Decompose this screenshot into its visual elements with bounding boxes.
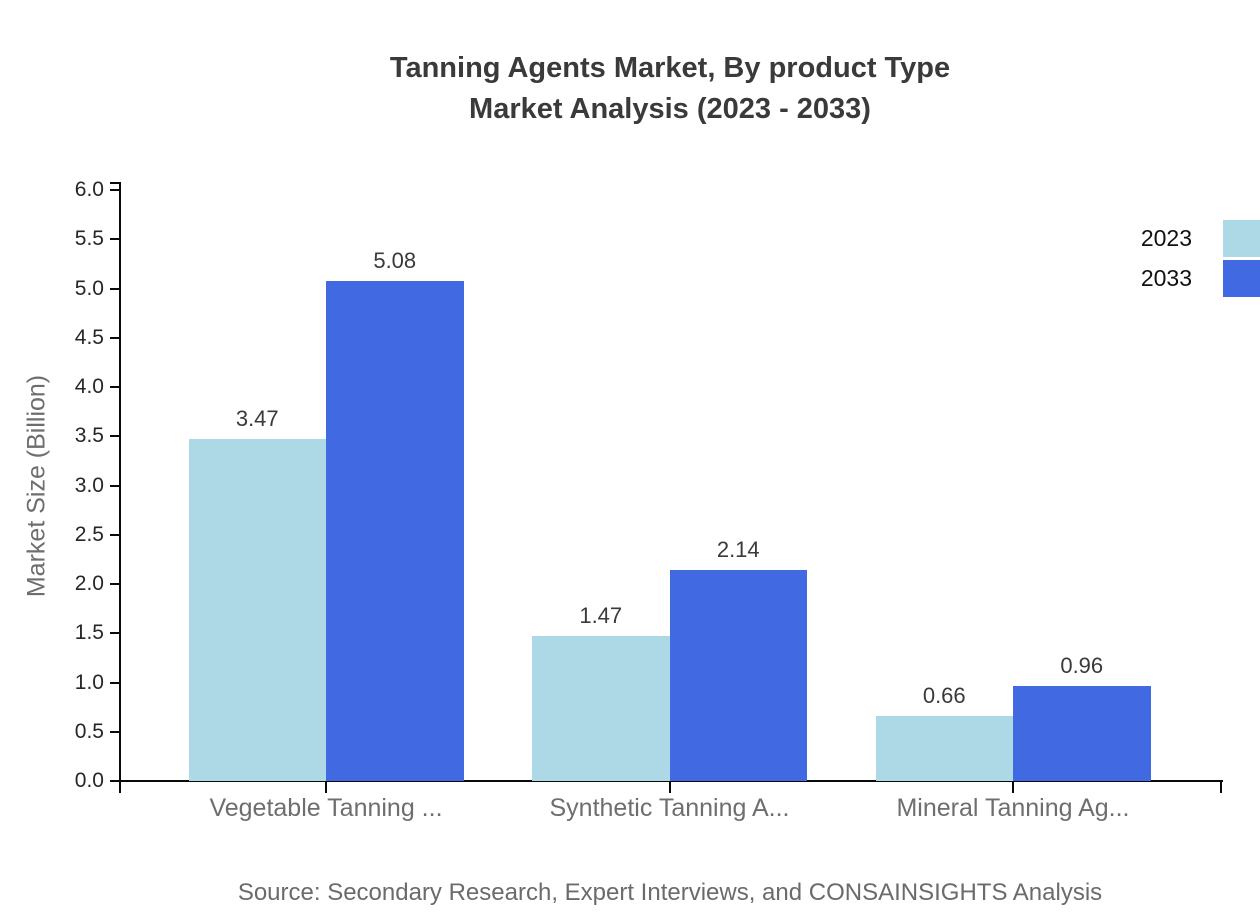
x-tick [1012, 780, 1014, 793]
bar-2023 [875, 716, 1013, 781]
y-tick [110, 435, 121, 437]
y-tick [110, 632, 121, 634]
y-tick-label: 0.5 [74, 720, 104, 743]
x-axis-end-tick [1220, 780, 1222, 793]
y-tick [110, 534, 121, 536]
y-tick [110, 288, 121, 290]
bar-2033 [669, 570, 807, 781]
y-tick [110, 583, 121, 585]
y-tick-label: 2.5 [74, 523, 104, 546]
category-label: Mineral Tanning Ag... [896, 794, 1130, 822]
y-tick [110, 731, 121, 733]
bar-2033 [326, 281, 464, 781]
value-label: 5.08 [373, 248, 417, 273]
y-axis-line [119, 182, 121, 793]
y-tick-label: 4.0 [74, 375, 104, 398]
bar-2023 [532, 636, 670, 781]
y-tick-label: 1.5 [74, 621, 104, 644]
y-tick [110, 337, 121, 339]
legend-swatch-2023 [1223, 220, 1260, 257]
source-note: Source: Secondary Research, Expert Inter… [237, 879, 1103, 906]
legend-label-2023: 2023 [1140, 225, 1192, 251]
y-tick-label: 6.0 [74, 178, 104, 201]
x-tick [668, 780, 671, 793]
legend-item-2023: 2023 [1141, 220, 1260, 257]
x-tick [325, 780, 327, 793]
y-tick-label: 3.0 [74, 474, 104, 497]
value-label: 3.47 [235, 406, 279, 431]
chart-title-line2: Market Analysis (2023 - 2033) [469, 93, 871, 125]
y-tick-label: 4.5 [74, 326, 104, 349]
category-label: Vegetable Tanning ... [209, 794, 443, 822]
category-label: Synthetic Tanning A... [549, 794, 790, 822]
y-tick-label: 0.0 [74, 769, 104, 792]
legend-item-2033: 2033 [1141, 260, 1260, 297]
y-tick-label: 5.0 [74, 277, 104, 300]
value-label: 0.66 [922, 683, 966, 708]
y-tick [110, 189, 121, 191]
y-tick-label: 2.0 [74, 572, 104, 595]
y-tick-label: 1.0 [74, 671, 104, 694]
value-label: 0.96 [1060, 653, 1104, 678]
legend-label-2033: 2033 [1140, 265, 1192, 291]
value-label: 1.47 [579, 603, 623, 628]
chart-title-line1: Tanning Agents Market, By product Type [389, 52, 951, 84]
value-label: 2.14 [716, 537, 760, 562]
y-tick-label: 3.5 [74, 424, 104, 447]
y-tick [110, 682, 121, 684]
legend-swatch-2033 [1223, 260, 1260, 297]
bar-2033 [1013, 686, 1151, 781]
y-axis-end-tick [110, 182, 119, 184]
y-tick [110, 780, 121, 782]
x-axis-line [119, 780, 1223, 782]
y-tick [110, 386, 121, 388]
chart-title: Tanning Agents Market, By product Type M… [80, 48, 1260, 130]
bar-2023 [188, 439, 326, 781]
y-tick [110, 485, 121, 487]
y-tick-label: 5.5 [74, 227, 104, 250]
y-tick [110, 238, 121, 240]
legend: 2023 2033 [1141, 220, 1260, 297]
